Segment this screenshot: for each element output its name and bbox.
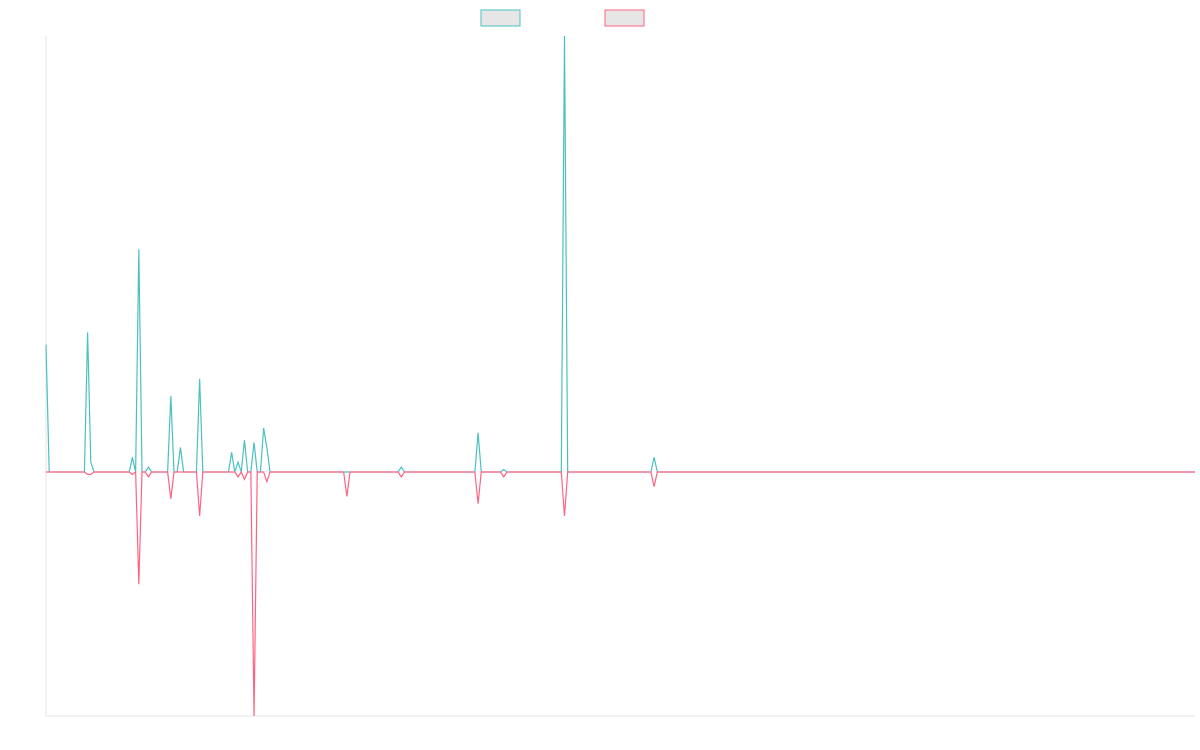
plot-area (45, 35, 1195, 717)
legend-swatch-series-2[interactable] (604, 9, 645, 27)
series-2-line (46, 470, 1195, 717)
axes (45, 36, 1195, 717)
legend (480, 9, 645, 27)
legend-swatch-series-1[interactable] (480, 9, 521, 27)
series-1-line (45, 35, 1195, 473)
